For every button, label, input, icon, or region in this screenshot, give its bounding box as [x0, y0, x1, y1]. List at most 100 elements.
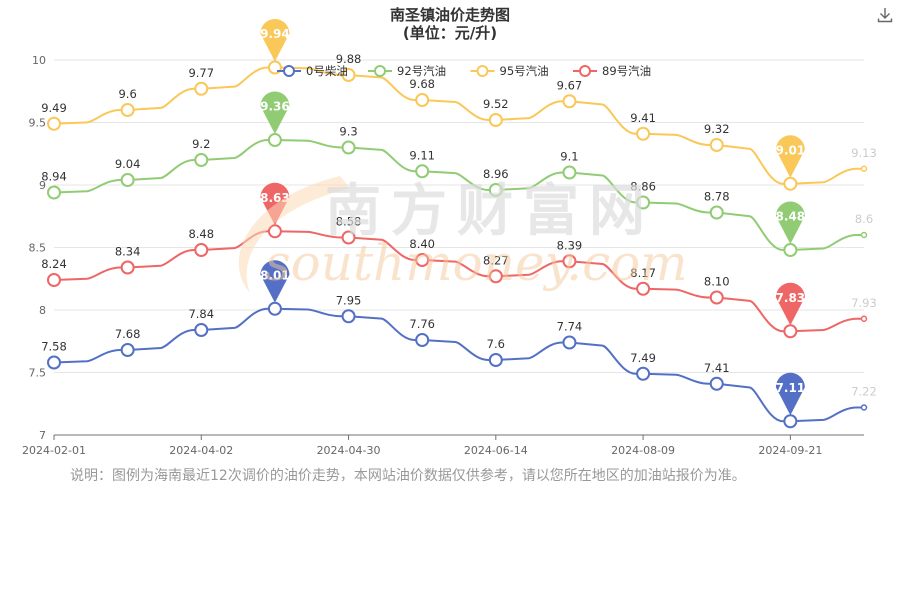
data-point — [860, 315, 868, 322]
data-point — [47, 185, 61, 200]
data-label: 7.6 — [487, 337, 505, 351]
chart: 南圣镇油价走势图 (单位：元/升) 77.588.599.5102024-02-… — [22, 6, 877, 457]
data-label: 7.22 — [851, 385, 877, 399]
min-marker: 7.11 — [775, 372, 806, 416]
data-label: 8.39 — [557, 238, 583, 252]
data-label: 9.68 — [409, 77, 435, 91]
x-tick-label: 2024-04-30 — [317, 444, 381, 457]
data-point — [415, 93, 430, 107]
data-point — [267, 224, 282, 239]
marker-pin-shape — [775, 372, 805, 416]
chart-subtitle: (单位：元/升) — [403, 24, 497, 42]
min-marker: 7.83 — [776, 282, 805, 326]
data-point — [636, 366, 651, 381]
data-point — [47, 116, 61, 131]
data-label: 9.6 — [118, 87, 136, 101]
download-icon[interactable] — [876, 6, 894, 24]
data-point — [636, 195, 651, 210]
y-tick-label: 10 — [32, 54, 46, 67]
data-label: 8.34 — [115, 245, 141, 259]
data-point — [267, 301, 282, 316]
min-marker: 9.01 — [776, 135, 806, 178]
legend-item[interactable]: 95号汽油 — [470, 64, 549, 78]
legend-symbol — [476, 65, 489, 77]
data-label: 9.11 — [409, 148, 435, 162]
data-label: 7.95 — [336, 293, 362, 307]
data-point — [709, 205, 724, 220]
data-point — [783, 243, 798, 257]
data-point — [488, 113, 503, 127]
legend-label: 92号汽油 — [397, 64, 446, 78]
data-label: 8.6 — [855, 212, 873, 226]
legend-label: 89号汽油 — [602, 64, 651, 78]
legend-label: 95号汽油 — [500, 64, 549, 78]
data-point — [194, 323, 209, 337]
series-line — [53, 139, 864, 251]
marker-pin-label: 8.01 — [260, 268, 290, 282]
x-tick-label: 2024-04-02 — [169, 444, 233, 457]
y-tick-label: 8 — [39, 304, 46, 317]
marker-pin-label: 9.01 — [776, 143, 806, 157]
max-marker: 9.94 — [260, 19, 290, 62]
data-label: 7.58 — [41, 340, 67, 354]
data-label: 9.88 — [336, 52, 362, 66]
data-label: 8.94 — [41, 170, 67, 184]
data-point — [488, 353, 503, 367]
data-point — [120, 260, 135, 275]
data-point — [194, 81, 209, 96]
data-label: 8.10 — [704, 275, 730, 289]
data-label: 7.84 — [188, 307, 214, 321]
legend-symbol — [283, 65, 295, 77]
data-label: 7.74 — [557, 320, 583, 334]
max-marker: 9.36 — [260, 91, 290, 134]
data-label: 9.77 — [188, 66, 214, 80]
data-point — [488, 269, 503, 284]
data-label: 9.41 — [630, 111, 656, 125]
legend[interactable]: 0号柴油 92号汽油 95号汽油 89号汽油 — [277, 64, 651, 78]
data-point — [562, 165, 577, 180]
marker-pin-shape — [260, 91, 290, 134]
grid — [54, 59, 864, 373]
data-point — [709, 376, 724, 391]
data-point — [562, 254, 577, 269]
legend-item[interactable]: 89号汽油 — [573, 64, 651, 78]
data-label: 9.2 — [192, 137, 210, 151]
y-tick-label: 8.5 — [29, 242, 47, 255]
data-point — [636, 126, 651, 141]
data-point — [341, 230, 356, 245]
y-tick-label: 7 — [39, 429, 46, 442]
data-point — [783, 324, 798, 339]
data-label: 7.41 — [704, 361, 730, 375]
legend-symbol — [579, 65, 591, 77]
data-point — [562, 94, 577, 109]
max-marker: 8.63 — [260, 182, 290, 226]
data-point — [267, 133, 282, 147]
data-label: 8.27 — [483, 253, 509, 267]
data-point — [341, 140, 356, 155]
legend-label: 0号柴油 — [306, 64, 348, 78]
y-tick-label: 7.5 — [29, 367, 47, 380]
data-point — [47, 273, 61, 287]
data-point — [120, 103, 135, 117]
max-marker: 8.01 — [260, 260, 290, 303]
data-label: 9.49 — [41, 101, 67, 115]
min-marker: 8.48 — [776, 201, 806, 244]
legend-item[interactable]: 92号汽油 — [368, 64, 446, 78]
data-point — [783, 414, 798, 429]
data-point — [709, 138, 724, 152]
data-label: 8.86 — [630, 180, 656, 194]
series-lines — [53, 66, 864, 423]
chart-title: 南圣镇油价走势图 — [390, 6, 510, 24]
marker-pin-label: 7.11 — [776, 381, 806, 395]
data-point — [562, 335, 577, 350]
legend-item[interactable]: 0号柴油 — [277, 64, 348, 78]
series-line — [53, 307, 864, 423]
marker-pin-label: 8.48 — [776, 210, 806, 224]
marker-pin-label: 9.94 — [260, 27, 290, 41]
data-point — [783, 176, 798, 191]
data-point — [47, 355, 61, 370]
marker-pin-label: 8.63 — [260, 191, 290, 205]
data-label: 9.13 — [851, 146, 877, 160]
data-label: 9.1 — [560, 150, 578, 164]
